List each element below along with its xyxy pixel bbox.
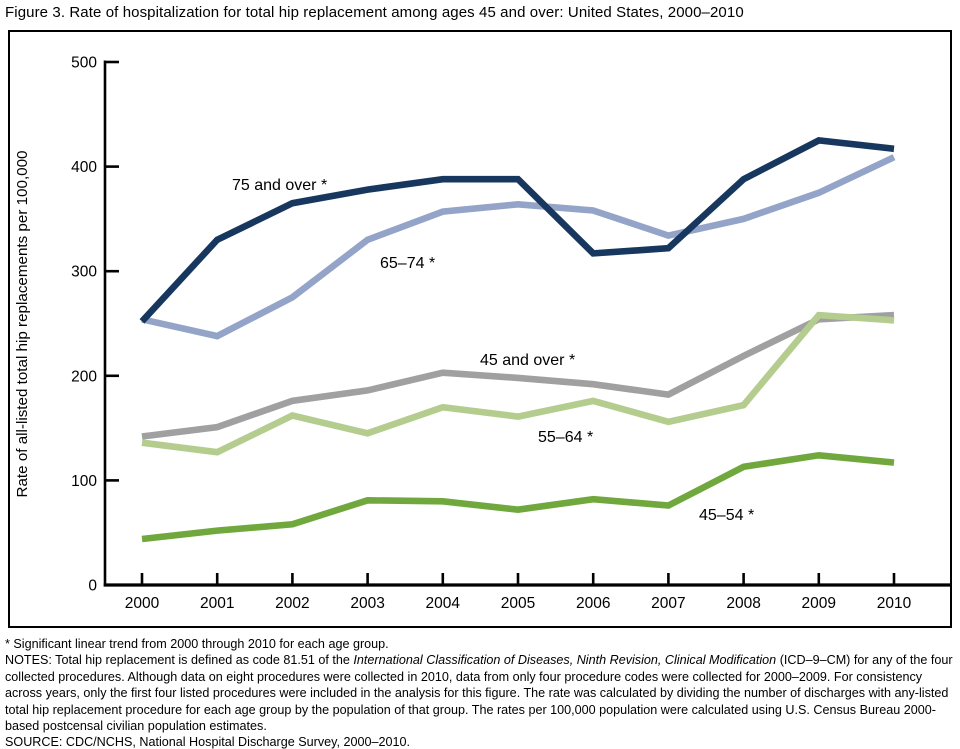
series-line-45–54: [141, 451, 895, 543]
y-tick-label: 200: [71, 368, 97, 385]
x-tick-label: 2006: [576, 595, 610, 612]
y-tick-label: 500: [71, 55, 97, 72]
y-tick-label: 400: [71, 159, 97, 176]
notes-paragraph: NOTES: Total hip replacement is defined …: [5, 653, 953, 734]
series-line-45-and-over: [141, 311, 895, 440]
series-line-55–64: [141, 311, 895, 456]
series-label-45-and-over: 45 and over *: [480, 352, 575, 369]
series-label-55–64: 55–64 *: [538, 429, 593, 446]
x-tick-label: 2007: [651, 595, 685, 612]
footnotes: * Significant linear trend from 2000 thr…: [5, 636, 955, 749]
x-tick-label: 2005: [501, 595, 535, 612]
source-note: SOURCE: CDC/NCHS, National Hospital Disc…: [5, 735, 411, 749]
series-line-75-and-over: [139, 137, 895, 324]
x-tick-label: 2004: [426, 595, 461, 612]
notes-italic-title: International Classification of Diseases…: [353, 653, 777, 668]
series-label-75-and-over: 75 and over *: [232, 177, 327, 194]
y-tick-label: 300: [71, 264, 97, 281]
x-tick-label: 2003: [350, 595, 384, 612]
x-tick-label: 2001: [200, 595, 234, 612]
x-tick-label: 2002: [275, 595, 309, 612]
series-label-45–54: 45–54 *: [699, 507, 754, 524]
series-label-65–74: 65–74 *: [380, 255, 435, 272]
x-tick-label: 2010: [877, 595, 912, 612]
significance-note: * Significant linear trend from 2000 thr…: [5, 637, 389, 651]
y-axis-title: Rate of all-listed total hip replacement…: [14, 151, 31, 498]
x-tick-label: 2008: [726, 595, 760, 612]
x-tick-label: 2000: [125, 595, 160, 612]
y-tick-label: 100: [71, 473, 97, 490]
figure-title: Figure 3. Rate of hospitalization for to…: [5, 4, 744, 21]
chart-frame: 0 100 200 300 400 500 2000 2001 2002 2003 2004 2005…: [8, 30, 952, 628]
x-tick-label: 2009: [802, 595, 836, 612]
y-tick-label: 0: [88, 578, 97, 595]
hip-replacement-line-chart: 0 100 200 300 400 500 2000 2001 2002 2003 2004 2005…: [14, 55, 950, 612]
series-line-65–74: [141, 154, 896, 340]
